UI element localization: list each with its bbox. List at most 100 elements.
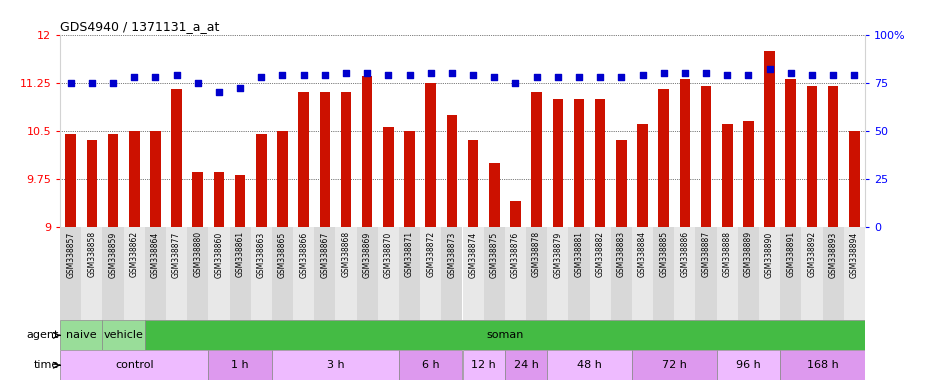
Point [550, 74, 565, 80]
Point [360, 70, 375, 76]
Bar [511, 201, 521, 227]
Text: GDS4940 / 1371131_a_at: GDS4940 / 1371131_a_at [60, 20, 219, 33]
Bar [574, 99, 585, 227]
Text: naive: naive [66, 330, 96, 340]
Bar [505, 350, 548, 380]
Bar [108, 134, 118, 227]
Bar [484, 227, 505, 320]
Text: GSM338865: GSM338865 [278, 231, 287, 278]
Point [847, 72, 862, 78]
Text: GSM338893: GSM338893 [829, 231, 838, 278]
Bar [637, 124, 647, 227]
Text: GSM338857: GSM338857 [67, 231, 75, 278]
Bar [340, 92, 352, 227]
Point [572, 74, 586, 80]
Bar [447, 114, 457, 227]
Text: 48 h: 48 h [577, 360, 602, 370]
Bar [150, 131, 161, 227]
Text: soman: soman [487, 330, 524, 340]
Point [656, 70, 671, 76]
Text: GSM338880: GSM338880 [193, 231, 203, 277]
Bar [87, 140, 97, 227]
Text: 6 h: 6 h [422, 360, 439, 370]
Bar [743, 121, 754, 227]
Bar [807, 86, 817, 227]
Text: 24 h: 24 h [513, 360, 538, 370]
Bar [336, 227, 357, 320]
Bar [314, 227, 336, 320]
Point [698, 70, 713, 76]
Text: agent: agent [27, 330, 59, 340]
Bar [616, 140, 626, 227]
Bar [129, 131, 140, 227]
Text: GSM338882: GSM338882 [596, 231, 605, 277]
Text: GSM338892: GSM338892 [808, 231, 817, 277]
Bar [399, 350, 462, 380]
Text: GSM338870: GSM338870 [384, 231, 393, 278]
Bar [272, 350, 399, 380]
Text: GSM338858: GSM338858 [87, 231, 96, 277]
Text: time: time [34, 360, 59, 370]
Bar [552, 99, 563, 227]
Point [127, 74, 142, 80]
Bar [717, 227, 738, 320]
Text: GSM338889: GSM338889 [744, 231, 753, 277]
Bar [166, 227, 187, 320]
Bar [632, 227, 653, 320]
Bar [362, 76, 373, 227]
Bar [822, 227, 844, 320]
Text: 1 h: 1 h [231, 360, 249, 370]
Text: GSM338878: GSM338878 [532, 231, 541, 277]
Bar [674, 227, 696, 320]
Text: GSM338873: GSM338873 [448, 231, 456, 278]
Bar [235, 175, 245, 227]
Bar [208, 227, 229, 320]
Bar [780, 350, 865, 380]
Point [762, 66, 777, 72]
Bar [589, 227, 610, 320]
Bar [251, 227, 272, 320]
Text: GSM338894: GSM338894 [850, 231, 858, 278]
Bar [653, 227, 674, 320]
Bar [145, 320, 865, 350]
Bar [531, 92, 542, 227]
Bar [785, 79, 796, 227]
Bar [404, 131, 414, 227]
Point [677, 70, 692, 76]
Point [381, 72, 396, 78]
Point [635, 72, 650, 78]
Bar [659, 89, 669, 227]
Point [720, 72, 734, 78]
Point [508, 79, 523, 86]
Text: GSM338861: GSM338861 [236, 231, 244, 277]
Bar [610, 227, 632, 320]
Bar [505, 227, 526, 320]
Bar [357, 227, 377, 320]
Bar [680, 79, 690, 227]
Text: GSM338881: GSM338881 [574, 231, 584, 277]
Bar [780, 227, 801, 320]
Bar [229, 227, 251, 320]
Bar [60, 227, 81, 320]
Text: GSM338862: GSM338862 [130, 231, 139, 277]
Bar [462, 227, 484, 320]
Text: GSM338890: GSM338890 [765, 231, 774, 278]
Text: GSM338864: GSM338864 [151, 231, 160, 278]
Text: 168 h: 168 h [807, 360, 838, 370]
Text: GSM338885: GSM338885 [660, 231, 668, 277]
Bar [171, 89, 182, 227]
Point [529, 74, 544, 80]
Bar [441, 227, 462, 320]
Bar [696, 227, 717, 320]
Bar [828, 86, 838, 227]
Bar [60, 350, 208, 380]
Text: 12 h: 12 h [472, 360, 496, 370]
Text: GSM338884: GSM338884 [638, 231, 647, 277]
Point [63, 79, 78, 86]
Text: GSM338875: GSM338875 [489, 231, 499, 278]
Bar [399, 227, 420, 320]
Bar [632, 350, 717, 380]
Point [148, 74, 163, 80]
Bar [66, 134, 76, 227]
Bar [256, 134, 266, 227]
